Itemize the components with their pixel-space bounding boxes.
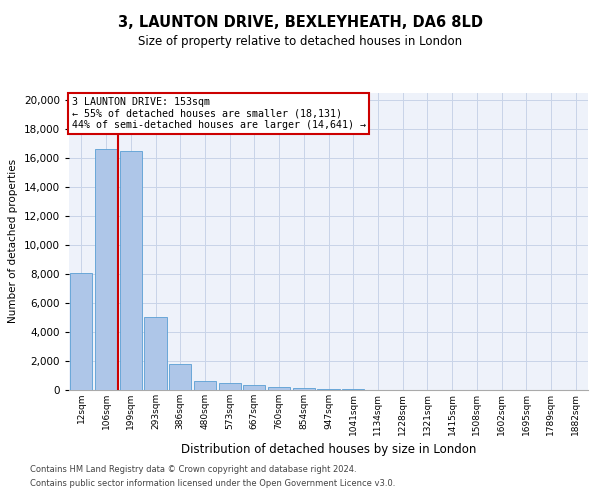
Bar (119, 150, 142, 390)
Bar (145, 318, 167, 390)
Y-axis label: Number of detached properties: Number of detached properties (8, 159, 18, 324)
Text: 3 LAUNTON DRIVE: 153sqm
← 55% of detached houses are smaller (18,131)
44% of sem: 3 LAUNTON DRIVE: 153sqm ← 55% of detache… (71, 97, 365, 130)
Text: Contains public sector information licensed under the Open Government Licence v3: Contains public sector information licen… (30, 480, 395, 488)
Bar (243, 385, 265, 390)
Text: 3, LAUNTON DRIVE, BEXLEYHEATH, DA6 8LD: 3, LAUNTON DRIVE, BEXLEYHEATH, DA6 8LD (118, 15, 482, 30)
Bar (218, 383, 241, 390)
Bar (293, 388, 315, 390)
Bar (70, 273, 92, 390)
Bar (317, 389, 340, 390)
X-axis label: Distribution of detached houses by size in London: Distribution of detached houses by size … (181, 443, 476, 456)
Bar (194, 382, 216, 390)
Text: Size of property relative to detached houses in London: Size of property relative to detached ho… (138, 34, 462, 48)
Text: Contains HM Land Registry data © Crown copyright and database right 2024.: Contains HM Land Registry data © Crown c… (30, 464, 356, 473)
Bar (169, 364, 191, 390)
Bar (95, 149, 117, 390)
Bar (268, 387, 290, 390)
